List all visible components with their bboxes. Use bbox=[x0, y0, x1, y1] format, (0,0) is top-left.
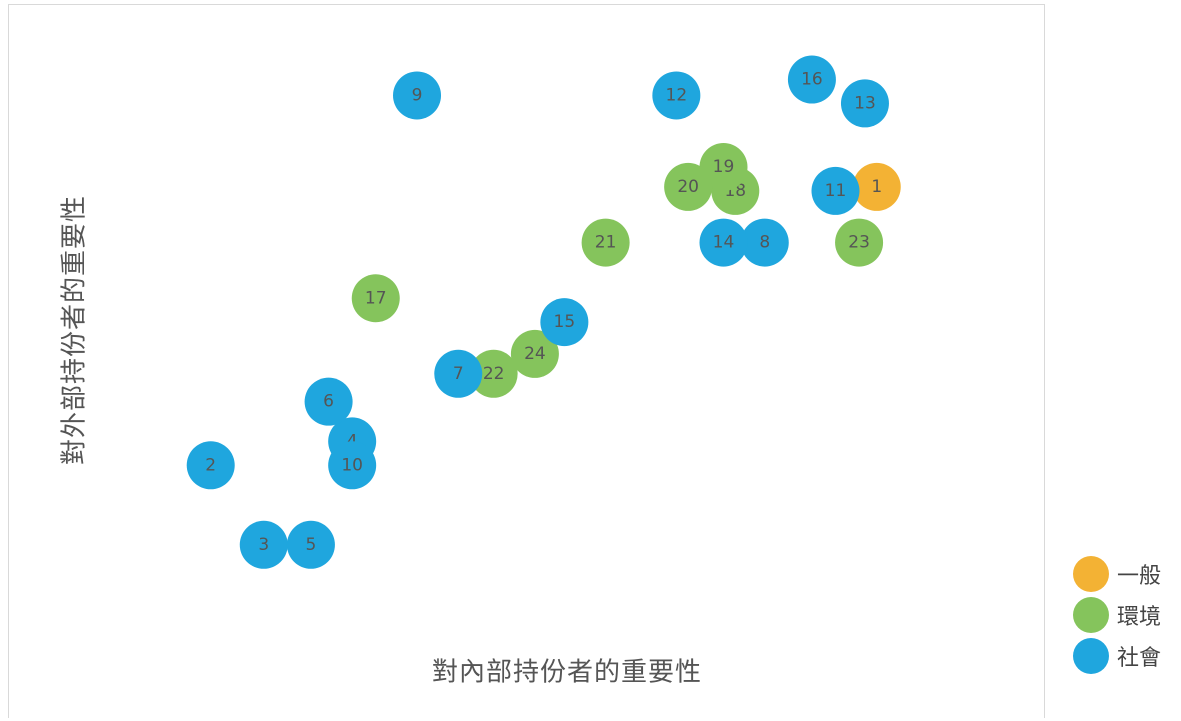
bubble-marker-3 bbox=[239, 520, 288, 569]
bubble-label-7: 7 bbox=[453, 364, 464, 384]
bubble-label-10: 10 bbox=[341, 455, 363, 475]
legend-swatch-social bbox=[1073, 638, 1109, 674]
bubble-marker-20 bbox=[664, 162, 713, 211]
bubble-14: 14 bbox=[699, 218, 748, 267]
x-axis-label: 對內部持份者的重要性 bbox=[431, 657, 703, 688]
bubble-marker-1 bbox=[852, 162, 901, 211]
legend-swatch-environment bbox=[1073, 597, 1109, 633]
bubble-marker-6 bbox=[304, 377, 353, 426]
bubble-label-14: 14 bbox=[713, 233, 735, 253]
bubble-10: 10 bbox=[328, 441, 377, 490]
bubble-19: 19 bbox=[699, 143, 748, 192]
bubble-marker-19 bbox=[699, 143, 748, 192]
bubble-label-12: 12 bbox=[666, 85, 688, 105]
bubble-16: 16 bbox=[787, 55, 836, 104]
bubble-2: 2 bbox=[186, 441, 235, 490]
bubble-marker-11 bbox=[811, 166, 860, 215]
bubble-marker-9 bbox=[393, 71, 442, 120]
bubble-marker-7 bbox=[434, 349, 483, 398]
bubble-12: 12 bbox=[652, 71, 701, 120]
bubble-marker-23 bbox=[835, 218, 884, 267]
bubble-label-11: 11 bbox=[825, 181, 847, 201]
bubble-9: 9 bbox=[393, 71, 442, 120]
bubble-label-6: 6 bbox=[323, 392, 334, 412]
bubble-label-19: 19 bbox=[713, 157, 735, 177]
bubble-marker-10 bbox=[328, 441, 377, 490]
bubble-6: 6 bbox=[304, 377, 353, 426]
bubble-22: 22 bbox=[469, 349, 518, 398]
bubble-marker-8 bbox=[740, 218, 789, 267]
bubble-label-22: 22 bbox=[483, 364, 505, 384]
bubble-marker-16 bbox=[787, 55, 836, 104]
bubble-marker-21 bbox=[581, 218, 630, 267]
legend-label-environment: 環境 bbox=[1117, 605, 1162, 630]
bubble-11: 11 bbox=[811, 166, 860, 215]
bubble-label-15: 15 bbox=[554, 312, 576, 332]
bubble-marker-24 bbox=[510, 329, 559, 378]
bubble-8: 8 bbox=[740, 218, 789, 267]
legend-item-social: 社會 bbox=[1073, 638, 1161, 674]
bubble-label-1: 1 bbox=[871, 177, 882, 197]
y-axis-label: 對外部持份者的重要性 bbox=[59, 194, 90, 466]
bubble-marker-12 bbox=[652, 71, 701, 120]
bubble-label-17: 17 bbox=[365, 288, 387, 308]
bubble-24: 24 bbox=[510, 329, 559, 378]
bubble-marker-5 bbox=[286, 520, 335, 569]
bubble-marker-15 bbox=[540, 298, 589, 347]
bubble-13: 13 bbox=[840, 79, 889, 128]
bubble-marker-14 bbox=[699, 218, 748, 267]
bubble-7: 7 bbox=[434, 349, 483, 398]
bubble-label-9: 9 bbox=[412, 85, 423, 105]
bubble-label-5: 5 bbox=[306, 535, 317, 555]
bubble-label-3: 3 bbox=[258, 535, 269, 555]
bubble-label-2: 2 bbox=[205, 455, 216, 475]
bubble-label-23: 23 bbox=[848, 233, 870, 253]
bubble-marker-2 bbox=[186, 441, 235, 490]
bubble-17: 17 bbox=[351, 274, 400, 323]
bubble-marker-17 bbox=[351, 274, 400, 323]
bubble-label-24: 24 bbox=[524, 344, 546, 364]
legend-swatch-general bbox=[1073, 556, 1109, 592]
legend-label-social: 社會 bbox=[1117, 646, 1162, 671]
bubble-20: 20 bbox=[664, 162, 713, 211]
bubble-21: 21 bbox=[581, 218, 630, 267]
bubble-label-20: 20 bbox=[677, 177, 699, 197]
bubble-marker-22 bbox=[469, 349, 518, 398]
bubble-3: 3 bbox=[239, 520, 288, 569]
bubble-label-13: 13 bbox=[854, 93, 876, 113]
bubble-5: 5 bbox=[286, 520, 335, 569]
legend-item-environment: 環境 bbox=[1073, 597, 1161, 633]
legend-label-general: 一般 bbox=[1117, 564, 1162, 589]
bubble-15: 15 bbox=[540, 298, 589, 347]
bubble-label-16: 16 bbox=[801, 70, 823, 90]
bubble-label-21: 21 bbox=[595, 233, 617, 253]
legend-item-general: 一般 bbox=[1073, 556, 1161, 592]
legend: 一般 環境 社會 bbox=[1073, 556, 1161, 679]
plot-area bbox=[8, 4, 1045, 718]
bubble-marker-13 bbox=[840, 79, 889, 128]
bubble-label-8: 8 bbox=[759, 233, 770, 253]
bubble-23: 23 bbox=[835, 218, 884, 267]
bubble-1: 1 bbox=[852, 162, 901, 211]
